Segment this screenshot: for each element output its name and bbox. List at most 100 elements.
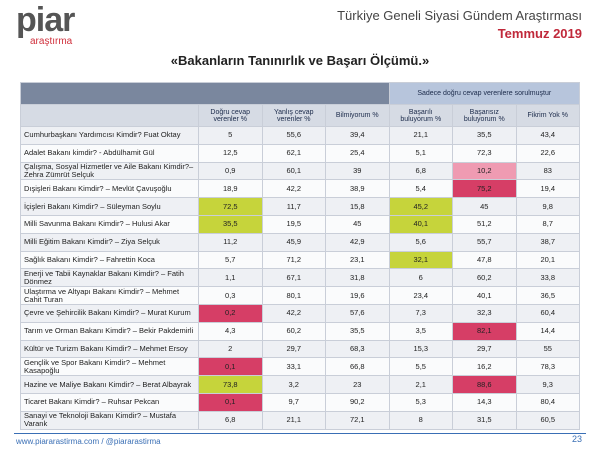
table-row: Adalet Bakanı kimdir? - Abdülhamit Gül 12… — [20, 143, 580, 163]
group-header: Sadece doğru cevap verenlere sorulmuştur — [388, 82, 580, 105]
value-cell: 38,7 — [515, 232, 580, 252]
row-label: İçişleri Bakanı Kimdir? – Süleyman Soylu — [20, 197, 199, 216]
value-cell: 71,2 — [261, 250, 326, 270]
table-row: Hazine ve Maliye Bakanı Kimdir? – Berat … — [20, 375, 580, 394]
value-cell: 23,1 — [325, 250, 390, 270]
value-cell: 40,1 — [452, 286, 517, 305]
value-cell: 55,6 — [261, 126, 326, 145]
value-cell: 14,4 — [515, 321, 580, 341]
value-cell: 23 — [325, 375, 390, 394]
value-cell: 78,3 — [515, 357, 580, 377]
value-cell: 9,3 — [515, 375, 580, 394]
value-cell: 80,4 — [515, 392, 580, 412]
value-cell: 29,7 — [452, 339, 517, 359]
row-label: Çevre ve Şehircilik Bakanı Kimdir? – Mur… — [20, 303, 199, 323]
value-cell: 19,5 — [261, 214, 326, 234]
value-cell: 67,1 — [261, 268, 326, 288]
value-cell: 16,2 — [452, 357, 517, 377]
table-row: Milli Savunma Bakanı Kimdir? – Hulusi Ak… — [20, 214, 580, 234]
value-cell: 60,4 — [515, 303, 580, 323]
value-cell: 2 — [198, 339, 263, 359]
value-cell: 38,9 — [325, 179, 390, 199]
row-label: Gençlik ve Spor Bakanı Kimdir? – Mehmet … — [20, 357, 199, 377]
logo: piar araştırma — [16, 2, 96, 50]
value-cell: 45 — [325, 214, 390, 234]
footer-link[interactable]: www.piararastirma.com / @piararastirma — [16, 437, 161, 446]
value-cell: 0,1 — [198, 392, 263, 412]
value-cell: 15,8 — [325, 197, 390, 216]
value-cell: 1,1 — [198, 268, 263, 288]
table-row: Sanayi ve Teknoloji Bakanı Kimdir? – Mus… — [20, 410, 580, 430]
value-cell: 5,5 — [388, 357, 453, 377]
value-cell: 7,3 — [388, 303, 453, 323]
subtitle: «Bakanların Tanınırlık ve Başarı Ölçümü.… — [170, 53, 430, 68]
value-cell: 23,4 — [388, 286, 453, 305]
value-cell: 72,1 — [325, 410, 390, 430]
table-row: Sağlık Bakanı Kimdir? – Fahrettin Koca 5,… — [20, 250, 580, 270]
value-cell: 0,2 — [198, 303, 263, 323]
table-row: Dışişleri Bakanı Kimdir? – Mevlüt Çavuşo… — [20, 179, 580, 199]
value-cell: 47,8 — [452, 250, 517, 270]
row-label: Ticaret Bakanı Kimdir? – Ruhsar Pekcan — [20, 392, 199, 412]
empty-header — [20, 104, 199, 127]
value-cell: 10,2 — [452, 161, 517, 181]
column-headers: Doğru cevap verenler % Yanlış cevap veren… — [20, 104, 580, 127]
value-cell: 43,4 — [515, 126, 580, 145]
value-cell: 82,1 — [452, 321, 517, 341]
column-header: Başarısız buluyorum % — [452, 104, 517, 127]
value-cell: 4,3 — [198, 321, 263, 341]
value-cell: 60,5 — [515, 410, 580, 430]
value-cell: 45 — [452, 197, 517, 216]
value-cell: 21,1 — [261, 410, 326, 430]
value-cell: 73,8 — [198, 375, 263, 394]
row-label: Milli Eğitim Bakanı Kimdir? – Ziya Selçu… — [20, 232, 199, 252]
value-cell: 31,5 — [452, 410, 517, 430]
row-label: Hazine ve Maliye Bakanı Kimdir? – Berat … — [20, 375, 199, 394]
value-cell: 31,8 — [325, 268, 390, 288]
value-cell: 60,2 — [452, 268, 517, 288]
value-cell: 66,8 — [325, 357, 390, 377]
value-cell: 19,4 — [515, 179, 580, 199]
row-label: Kültür ve Turizm Bakanı Kimdir? – Mehmet… — [20, 339, 199, 359]
value-cell: 51,2 — [452, 214, 517, 234]
value-cell: 45,2 — [388, 197, 453, 216]
value-cell: 18,9 — [198, 179, 263, 199]
value-cell: 5 — [198, 126, 263, 145]
row-label: Çalışma, Sosyal Hizmetler ve Aile Bakanı… — [20, 161, 199, 181]
value-cell: 42,9 — [325, 232, 390, 252]
report-title: Türkiye Geneli Siyasi Gündem Araştırması — [337, 8, 582, 23]
value-cell: 42,2 — [261, 179, 326, 199]
value-cell: 21,1 — [388, 126, 453, 145]
logo-subtext: araştırma — [30, 36, 73, 47]
column-header: Fikrim Yok % — [515, 104, 580, 127]
table-row: Enerji ve Tabii Kaynaklar Bakanı Kimdir?… — [20, 268, 580, 288]
value-cell: 0,1 — [198, 357, 263, 377]
value-cell: 11,2 — [198, 232, 263, 252]
table-row: Çalışma, Sosyal Hizmetler ve Aile Bakanı… — [20, 161, 580, 181]
value-cell: 36,5 — [515, 286, 580, 305]
value-cell: 60,1 — [261, 161, 326, 181]
value-cell: 68,3 — [325, 339, 390, 359]
row-label: Sanayi ve Teknoloji Bakanı Kimdir? – Mus… — [20, 410, 199, 430]
value-cell: 72,3 — [452, 143, 517, 163]
table-body: Cumhurbaşkanı Yardımcısı Kimdir? Fuat Ok… — [20, 126, 580, 430]
value-cell: 35,5 — [325, 321, 390, 341]
row-label: Dışişleri Bakanı Kimdir? – Mevlüt Çavuşo… — [20, 179, 199, 199]
value-cell: 11,7 — [261, 197, 326, 216]
value-cell: 5,6 — [388, 232, 453, 252]
value-cell: 3,2 — [261, 375, 326, 394]
value-cell: 29,7 — [261, 339, 326, 359]
value-cell: 42,2 — [261, 303, 326, 323]
row-label: Tarım ve Orman Bakanı Kimdir? – Bekir Pa… — [20, 321, 199, 341]
value-cell: 45,9 — [261, 232, 326, 252]
value-cell: 0,3 — [198, 286, 263, 305]
value-cell: 40,1 — [388, 214, 453, 234]
value-cell: 60,2 — [261, 321, 326, 341]
row-label: Enerji ve Tabii Kaynaklar Bakanı Kimdir?… — [20, 268, 199, 288]
value-cell: 39,4 — [325, 126, 390, 145]
value-cell: 3,5 — [388, 321, 453, 341]
value-cell: 6,8 — [198, 410, 263, 430]
value-cell: 32,1 — [388, 250, 453, 270]
table-row: Ulaştırma ve Altyapı Bakanı Kimdir? – Me… — [20, 286, 580, 305]
